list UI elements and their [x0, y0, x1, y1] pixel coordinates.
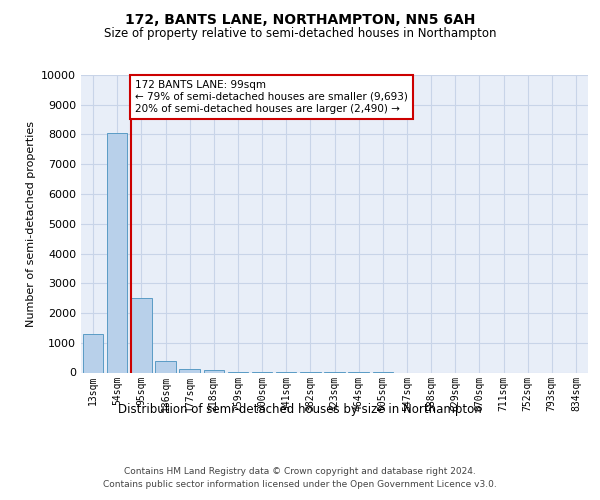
Bar — [155, 360, 176, 372]
Text: 172 BANTS LANE: 99sqm
← 79% of semi-detached houses are smaller (9,693)
20% of s: 172 BANTS LANE: 99sqm ← 79% of semi-deta… — [135, 80, 407, 114]
Text: Size of property relative to semi-detached houses in Northampton: Size of property relative to semi-detach… — [104, 28, 496, 40]
Text: 172, BANTS LANE, NORTHAMPTON, NN5 6AH: 172, BANTS LANE, NORTHAMPTON, NN5 6AH — [125, 12, 475, 26]
Text: Contains public sector information licensed under the Open Government Licence v3: Contains public sector information licen… — [103, 480, 497, 489]
Bar — [107, 133, 127, 372]
Text: Distribution of semi-detached houses by size in Northampton: Distribution of semi-detached houses by … — [118, 402, 482, 415]
Bar — [203, 370, 224, 372]
Bar — [83, 334, 103, 372]
Y-axis label: Number of semi-detached properties: Number of semi-detached properties — [26, 120, 35, 327]
Bar — [179, 368, 200, 372]
Bar — [131, 298, 152, 372]
Text: Contains HM Land Registry data © Crown copyright and database right 2024.: Contains HM Land Registry data © Crown c… — [124, 468, 476, 476]
